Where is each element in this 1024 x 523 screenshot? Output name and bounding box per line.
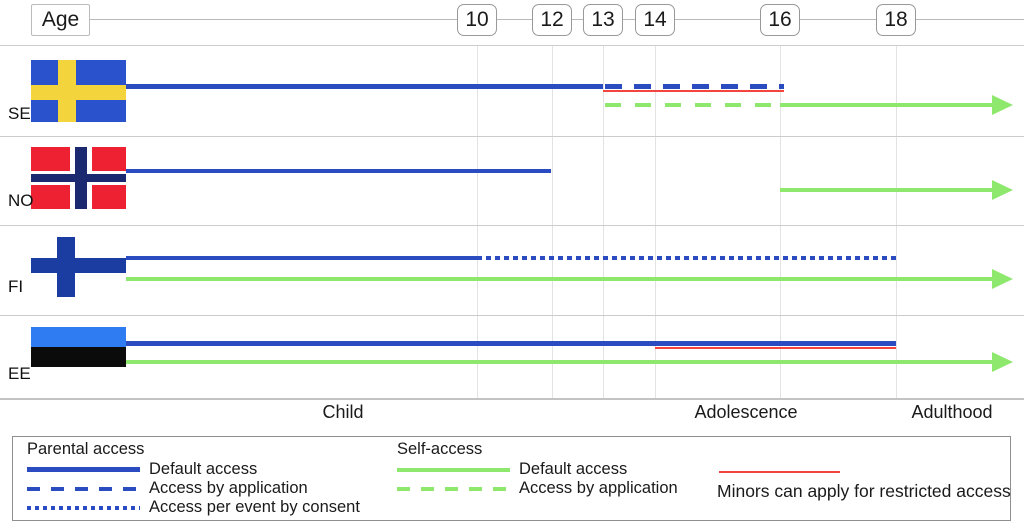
- legend-self-access-column: Self-access Default access Access by app…: [397, 440, 678, 498]
- row-separator-bottom: [0, 398, 1024, 400]
- age-tick-18-text: 18: [884, 8, 908, 31]
- finland-flag: [31, 237, 126, 297]
- age-tick-12: 12: [532, 4, 572, 36]
- country-label-no: NO: [8, 191, 34, 210]
- ee-parental-default-line: [126, 341, 896, 346]
- blue-dotted-line-swatch: [27, 505, 140, 510]
- fi-self-default-line: [126, 277, 993, 281]
- row-separator-se-no: [0, 136, 1024, 137]
- legend-item-label: Access per event by consent: [149, 498, 360, 516]
- se-parental-application-line: [605, 84, 784, 89]
- phase-label-adolescence: Adolescence: [694, 402, 798, 422]
- no-self-access-arrow-icon: [992, 180, 1013, 200]
- legend-parental-title: Parental access: [27, 440, 145, 458]
- age-tick-13: 13: [583, 4, 623, 36]
- age-tick-13-text: 13: [591, 8, 615, 31]
- phase-label-adulthood: Adulthood: [911, 402, 993, 422]
- legend-item-self-application: Access by application: [397, 479, 678, 498]
- blue-dashed-line-swatch: [27, 486, 140, 491]
- age-axis-label-text: Age: [41, 8, 80, 31]
- legend-item-label: Access by application: [519, 479, 678, 497]
- legend: Parental access Default access Access by…: [12, 436, 1011, 521]
- green-solid-line-swatch: [397, 467, 510, 472]
- fi-parental-default-line: [126, 256, 477, 260]
- green-dashed-line-swatch: [397, 486, 510, 491]
- age-tick-16-text: 16: [768, 8, 792, 31]
- estonia-flag-white-stripe: [31, 367, 126, 387]
- legend-parental-column: Parental access Default access Access by…: [27, 440, 360, 517]
- legend-item-label: Default access: [519, 460, 628, 478]
- ee-self-access-arrow-icon: [992, 352, 1013, 372]
- ee-restricted-access-line: [655, 347, 896, 349]
- age-axis-label: Age: [31, 4, 90, 36]
- estonia-flag-blue-stripe: [31, 327, 126, 347]
- age-tick-18: 18: [876, 4, 916, 36]
- row-separator-fi-ee: [0, 315, 1024, 316]
- se-self-default-line: [780, 103, 993, 107]
- se-parental-default-line: [126, 84, 603, 89]
- gridline-age-14: [655, 45, 656, 399]
- country-label-ee: EE: [8, 364, 31, 383]
- fi-parental-per-event-line: [477, 256, 896, 260]
- gridline-age-10: [477, 45, 478, 399]
- fi-self-access-arrow-icon: [992, 269, 1013, 289]
- finland-flag-cross-horizontal: [31, 258, 126, 273]
- country-label-fi: FI: [8, 277, 24, 296]
- se-restricted-access-line: [603, 90, 784, 92]
- age-tick-12-text: 12: [540, 8, 564, 31]
- legend-item-parental-default: Default access: [27, 460, 360, 479]
- se-self-application-line: [605, 103, 780, 107]
- estonia-flag-black-stripe: [31, 347, 126, 367]
- norway-flag-navy-horizontal: [31, 174, 126, 182]
- no-parental-default-line: [126, 169, 551, 173]
- age-tick-14-text: 14: [643, 8, 667, 31]
- age-tick-14: 14: [635, 4, 675, 36]
- estonia-flag: [31, 327, 126, 387]
- gridline-age-13: [603, 45, 604, 399]
- gridline-age-12: [552, 45, 553, 399]
- blue-solid-line-swatch: [27, 467, 140, 472]
- se-self-access-arrow-icon: [992, 95, 1013, 115]
- no-self-default-line: [780, 188, 993, 192]
- gridline-age-18: [896, 45, 897, 399]
- legend-item-parental-application: Access by application: [27, 479, 360, 498]
- age-tick-10-text: 10: [465, 8, 489, 31]
- age-tick-16: 16: [760, 4, 800, 36]
- legend-restricted-label: Minors can apply for restricted access: [717, 481, 1011, 501]
- legend-self-access-title: Self-access: [397, 440, 483, 458]
- legend-item-label: Access by application: [149, 479, 308, 497]
- legend-item-parental-per-event: Access per event by consent: [27, 498, 360, 517]
- age-tick-10: 10: [457, 4, 497, 36]
- red-line-swatch: [719, 471, 840, 473]
- row-separator-top: [0, 45, 1024, 46]
- legend-item-label: Default access: [149, 460, 258, 478]
- country-label-se: SE: [8, 104, 31, 123]
- sweden-flag-cross-horizontal: [31, 85, 126, 100]
- phase-label-child: Child: [322, 402, 364, 422]
- ee-self-default-line: [126, 360, 993, 364]
- sweden-flag: [31, 60, 126, 122]
- gridline-age-16: [780, 45, 781, 399]
- norway-flag: [31, 147, 126, 209]
- row-separator-no-fi: [0, 225, 1024, 226]
- legend-item-self-default: Default access: [397, 460, 678, 479]
